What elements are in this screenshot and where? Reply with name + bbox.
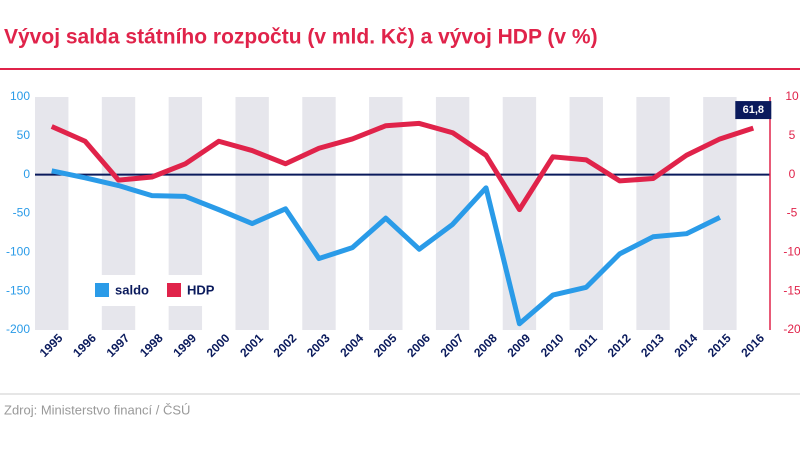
x-tick-label: 2010 xyxy=(538,331,567,360)
x-tick-label: 1999 xyxy=(170,331,199,360)
band xyxy=(569,97,603,330)
legend-swatch xyxy=(167,283,181,297)
y-tick-label: 100 xyxy=(10,89,30,103)
x-tick-label: 2004 xyxy=(337,331,366,360)
x-tick-label: 2006 xyxy=(404,331,433,360)
x-tick-label: 1995 xyxy=(37,331,66,360)
legend-label: HDP xyxy=(187,282,215,297)
y2-tick-label: 5 xyxy=(789,128,796,142)
legend-label: saldo xyxy=(115,282,149,297)
series-line xyxy=(50,120,755,213)
band xyxy=(235,97,269,330)
band xyxy=(636,97,670,330)
annotation-box xyxy=(735,101,772,120)
annotation: 61,8 xyxy=(743,104,764,116)
y2-tick-label: 10 xyxy=(785,89,799,103)
x-tick-label: 2002 xyxy=(271,331,300,360)
x-tick-label: 2008 xyxy=(471,331,500,360)
y2-tick-label: -5 xyxy=(787,206,798,220)
x-tick-label: 2009 xyxy=(504,331,533,360)
legend-swatch xyxy=(95,283,109,297)
y2-tick-label: 0 xyxy=(789,167,796,181)
band xyxy=(369,97,403,330)
chart-title: Vývoj salda státního rozpočtu (v mld. Kč… xyxy=(4,26,598,49)
y-tick-label: -50 xyxy=(13,206,31,220)
x-tick-label: 1998 xyxy=(137,331,166,360)
band xyxy=(502,97,537,330)
source: Zdroj: Ministerstvo financí / ČSÚ xyxy=(4,402,190,417)
y-tick-label: 50 xyxy=(17,128,31,142)
y2-tick-label: -10 xyxy=(783,245,800,259)
x-tick-label: 2014 xyxy=(672,331,701,360)
y-tick-label: -200 xyxy=(6,322,30,336)
x-tick-label: 2016 xyxy=(738,331,767,360)
band xyxy=(35,97,69,330)
series-line xyxy=(51,168,721,327)
bands xyxy=(35,97,737,330)
x-tick-label: 2003 xyxy=(304,331,333,360)
y-tick-label: -100 xyxy=(6,245,30,259)
y-tick-label: 0 xyxy=(23,167,30,181)
y2-tick-label: -20 xyxy=(783,322,800,336)
band xyxy=(703,97,737,330)
x-tick-label: 2011 xyxy=(572,331,601,360)
x-tick-label: 2005 xyxy=(371,331,400,360)
x-tick-label: 2007 xyxy=(438,331,467,360)
x-tick-label: 1997 xyxy=(104,331,133,360)
band xyxy=(302,97,336,330)
x-tick-label: 2000 xyxy=(204,331,233,360)
x-tick-label: 1996 xyxy=(70,331,99,360)
x-tick-label: 2012 xyxy=(605,331,634,360)
x-tick-label: 2015 xyxy=(705,331,734,360)
x-tick-label: 2013 xyxy=(638,331,667,360)
x-tick-label: 2001 xyxy=(237,331,266,360)
y-tick-label: -150 xyxy=(6,283,30,297)
y2-tick-label: -15 xyxy=(783,283,800,297)
